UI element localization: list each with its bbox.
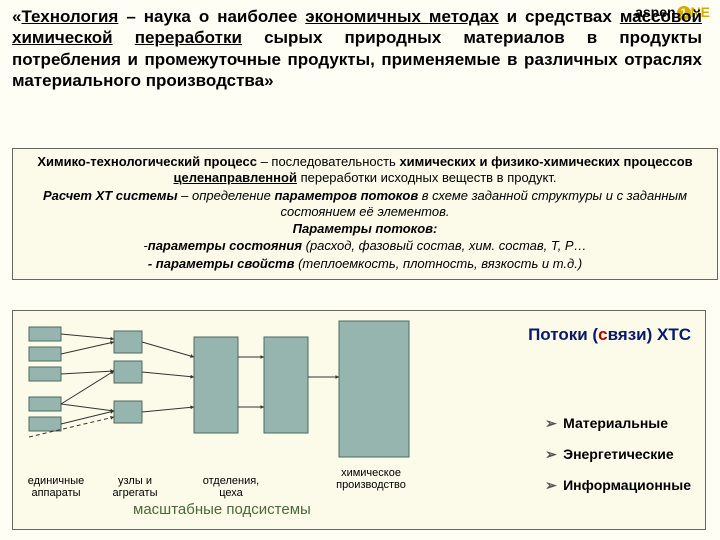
streams-list: ➢Материальные ➢Энергетические ➢Информаци… xyxy=(545,401,691,508)
bullet-icon: ➢ xyxy=(545,446,563,463)
definitions-box: Химико-технологический процесс – последо… xyxy=(12,148,718,280)
hl-term: Технология xyxy=(21,7,118,26)
streams-title: Потоки (связи) ХТС xyxy=(528,325,691,345)
label-apparatus: единичные аппараты xyxy=(21,475,91,499)
bullet-icon: ➢ xyxy=(545,477,563,494)
diagram-svg xyxy=(19,317,439,473)
headline-definition: «Технология – наука о наиболее экономичн… xyxy=(12,6,702,91)
label-units: узлы и агрегаты xyxy=(105,475,165,499)
label-departments: отделения, цеха xyxy=(191,475,271,499)
hierarchy-diagram: единичные аппараты узлы и агрегаты отдел… xyxy=(12,310,706,530)
bullet-icon: ➢ xyxy=(545,415,563,432)
stream-item: ➢Информационные xyxy=(545,477,691,494)
stream-item: ➢Энергетические xyxy=(545,446,691,463)
stream-item: ➢Материальные xyxy=(545,415,691,432)
label-scale-subsystems: масштабные подсистемы xyxy=(133,501,311,518)
label-production: химическое производство xyxy=(321,467,421,491)
